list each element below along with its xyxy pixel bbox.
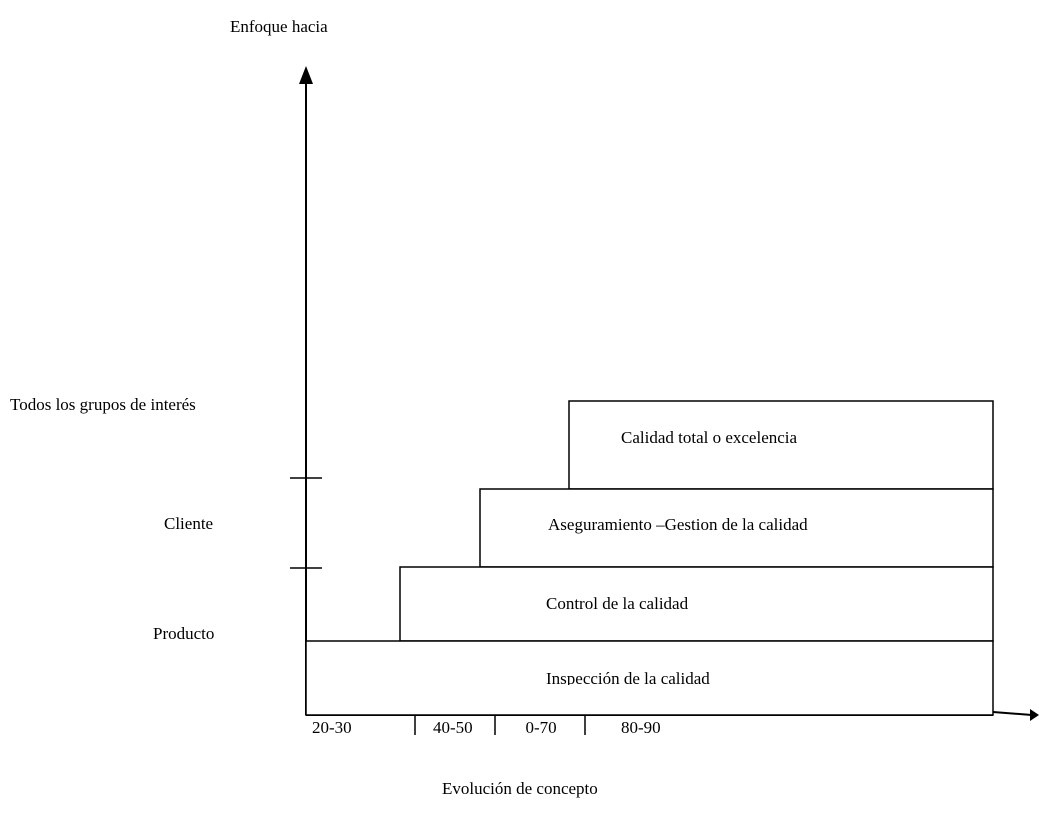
stage-label-inspeccion: Inspección de la calidad: [546, 669, 710, 685]
stage-label-aseguramiento: Aseguramiento –Gestion de la calidad: [548, 515, 808, 534]
stage-box-inspeccion: [305, 640, 994, 716]
x-axis-title: Evolución de concepto: [442, 779, 598, 798]
x-period-40-50: 40-50: [433, 718, 473, 737]
stage-label-control: Control de la calidad: [546, 594, 689, 613]
y-level-todos: Todos los grupos de interés: [10, 395, 196, 414]
x-period-60-70: 60-70: [526, 718, 557, 737]
x-period-80-90: 80-90: [621, 718, 661, 737]
y-level-cliente: Cliente: [164, 514, 214, 533]
y-level-producto: Producto: [153, 624, 215, 643]
stage-label-calidad-total: Calidad total o excelencia: [621, 428, 798, 447]
x-axis-arrowhead: [1030, 709, 1039, 721]
stage-box-aseguramiento: [479, 488, 994, 568]
stage-box-calidad-total: [568, 400, 994, 490]
stage-label-inspeccion-clip: Inspección de la calidad: [546, 669, 786, 685]
y-axis-title: Enfoque hacia: [230, 17, 328, 36]
y-axis-arrowhead: [299, 66, 313, 84]
stage-box-control: [399, 566, 994, 642]
x-period-60-70-clip: 60-70: [526, 718, 570, 740]
x-axis-extension: [992, 711, 1033, 716]
x-period-20-30: 20-30: [312, 718, 352, 737]
